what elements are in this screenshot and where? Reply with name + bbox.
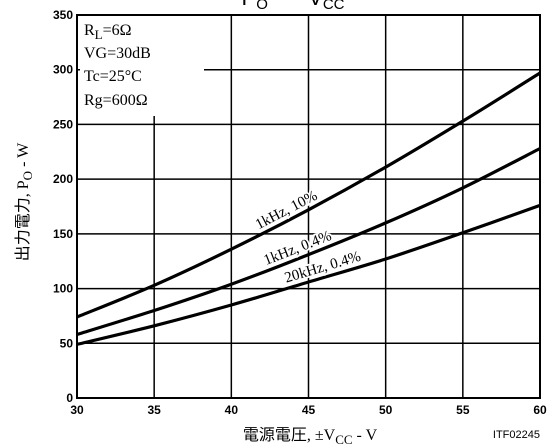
- x-tick-label-55: 55: [456, 403, 470, 417]
- condition-vg: VG=30dB: [84, 45, 151, 62]
- x-tick-label-40: 40: [225, 403, 239, 417]
- x-tick-label-45: 45: [302, 403, 316, 417]
- y-tick-label-0: 0: [66, 391, 73, 405]
- plot-frame: [76, 14, 541, 399]
- y-tick-label-350: 350: [53, 8, 73, 22]
- figure-id: ITF02245: [493, 429, 540, 441]
- y-tick-label-100: 100: [53, 282, 73, 296]
- x-axis-label-subscript: CC: [335, 432, 352, 445]
- x-axis-label-unit: - V: [353, 427, 378, 444]
- condition-rl: RL=6Ω: [84, 22, 132, 42]
- condition-rl-value: =6Ω: [103, 22, 132, 39]
- curve-2: [76, 203, 541, 346]
- curve-1: [76, 147, 541, 337]
- x-tick-label-60: 60: [533, 403, 547, 417]
- x-tick-label-35: 35: [147, 403, 161, 417]
- y-tick-label-200: 200: [53, 172, 73, 186]
- x-axis-label-prefix: 電源電圧, ±V: [243, 426, 336, 444]
- condition-rl-main: R: [84, 22, 95, 39]
- conditions-box: [80, 16, 204, 116]
- chart-title: PO – VCC: [242, 0, 345, 13]
- title-p: P: [242, 0, 257, 10]
- y-tick-label-50: 50: [60, 336, 74, 350]
- title-dash: –: [282, 0, 295, 10]
- title-p-subscript: O: [256, 0, 268, 13]
- y-axis-label-prefix: 出力電力, P: [14, 180, 32, 261]
- x-tick-label-50: 50: [379, 403, 393, 417]
- x-axis-label: 電源電圧, ±VCC - V: [243, 426, 378, 445]
- y-tick-label-300: 300: [53, 63, 73, 77]
- y-tick-label-150: 150: [53, 227, 73, 241]
- y-axis-label-unit: - W: [15, 142, 32, 171]
- x-tick-label-30: 30: [70, 403, 84, 417]
- y-axis-label: 出力電力, PO - W: [14, 142, 35, 261]
- x-tick-labels: 30 35 40 45 50 55 60: [70, 403, 547, 417]
- curve-0: [76, 71, 541, 319]
- grid-lines: [76, 14, 541, 399]
- y-tick-labels: 0 50 100 150 200 250 300 350: [53, 8, 73, 405]
- title-v: V: [308, 0, 323, 10]
- condition-rl-subscript: L: [95, 27, 103, 42]
- condition-rg: Rg=600Ω: [84, 92, 148, 109]
- title-v-subscript: CC: [323, 0, 345, 13]
- condition-tc: Tc=25°C: [84, 68, 142, 85]
- y-axis-label-subscript: O: [20, 171, 35, 180]
- y-tick-label-250: 250: [53, 117, 73, 131]
